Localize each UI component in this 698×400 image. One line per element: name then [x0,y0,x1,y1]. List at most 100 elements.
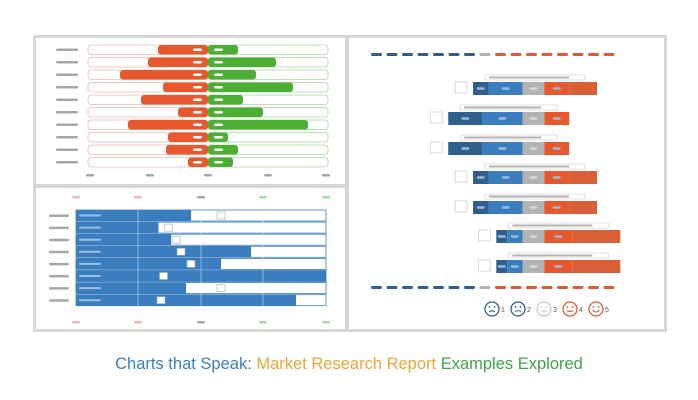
row-checkbox [429,111,443,124]
segment-value-label [498,147,507,150]
bottom-legend-dash [417,286,429,289]
positive-value-label [214,136,223,139]
bottom-legend-dash [464,286,475,289]
row-checkbox [454,170,468,183]
bar-value-label [79,262,101,265]
positive-bar [208,107,263,117]
segment-value-label [501,206,510,209]
negative-bar [158,45,208,55]
segment-value-label [461,147,470,150]
segment-value-label [498,117,507,120]
bar-value-label [79,238,101,241]
bar-value-label [79,299,101,302]
top-legend-dash [603,53,615,56]
segment-value-label [529,206,538,209]
segment-value-label [552,206,561,209]
likert-stacked-chart-svg: 1 2 3 4 5 [371,53,621,317]
segment-value-label [510,265,519,268]
row-label-placeholder [489,165,570,168]
bar-value-label [79,287,101,290]
positive-bar [208,120,308,130]
likert-face-icon [588,301,604,317]
row-checkbox [454,81,468,94]
segment-value-label [461,117,470,120]
target-marker [176,247,186,256]
face-mouth [514,310,522,313]
category-label-placeholder [56,98,78,101]
top-legend-dash [510,53,522,56]
positive-value-label [214,123,223,126]
bottom-tick-label [259,321,267,324]
likert-face-icon [510,301,526,317]
bottom-legend-dash [479,286,491,289]
positive-value-label [214,98,223,101]
category-label-placeholder [56,111,78,114]
segment-bar [572,260,621,273]
bottom-legend-dash [588,286,599,289]
horizontal-bar-chart [36,188,345,329]
bar-value-label [79,250,101,253]
face-mouth [592,309,600,313]
category-label-placeholder [56,48,78,51]
target-marker [171,235,181,244]
bottom-legend-dash [557,286,568,289]
face-eye [545,306,548,308]
x-tick-label [264,174,272,177]
segment-value-label [554,235,563,238]
negative-value-label [193,73,202,76]
row-label-placeholder [512,254,593,257]
target-marker [164,223,173,232]
face-eye [488,306,491,308]
diverging-bar-chart [36,38,345,184]
negative-bar [148,57,208,67]
value-bar [76,258,221,270]
negative-value-label [193,136,202,139]
top-tick-label [259,196,267,199]
bottom-legend-dash [402,286,413,289]
positive-bar [208,82,293,92]
likert-face-icon [536,301,552,317]
face-eye [597,306,600,308]
target-marker [156,296,166,304]
category-label-placeholder [49,226,69,230]
bottom-tick-label [197,321,205,324]
target-marker [216,211,226,220]
face-eye [540,306,543,308]
row-label-placeholder [489,195,570,198]
bottom-legend-dash [572,286,584,289]
face-eye [493,306,496,308]
value-bar [76,234,171,246]
segment-bar [569,201,598,214]
face-eye [566,306,569,308]
category-label-placeholder [49,238,69,242]
value-bar [76,294,296,306]
segment-value-label [554,265,563,268]
target-marker [186,260,196,268]
top-legend-dash [572,53,584,56]
category-label-placeholder [56,148,78,151]
positive-value-label [214,48,223,51]
likert-scale-label: 5 [605,307,609,314]
category-label-placeholder [56,123,78,126]
bottom-legend-dash [371,286,382,289]
value-bar [76,210,191,221]
top-legend-dash [526,53,537,56]
segment-value-label [476,206,485,209]
bottom-legend-dash [386,286,398,289]
face-eye [519,306,522,308]
caption: Charts that Speak: Market Research Repor… [0,355,698,374]
top-legend-dash [541,53,553,56]
category-label-placeholder [56,161,78,164]
bottom-tick-label [72,321,80,324]
segment-bar [569,171,598,184]
top-tick-label [134,196,142,199]
bottom-legend-dash [433,286,444,289]
top-legend-dash [557,53,568,56]
category-label-placeholder [56,136,78,139]
negative-value-label [193,61,202,64]
positive-value-label [214,86,223,89]
positive-value-label [214,148,223,151]
segment-value-label [529,235,538,238]
row-label-placeholder [464,136,542,139]
segment-value-label [497,235,506,238]
